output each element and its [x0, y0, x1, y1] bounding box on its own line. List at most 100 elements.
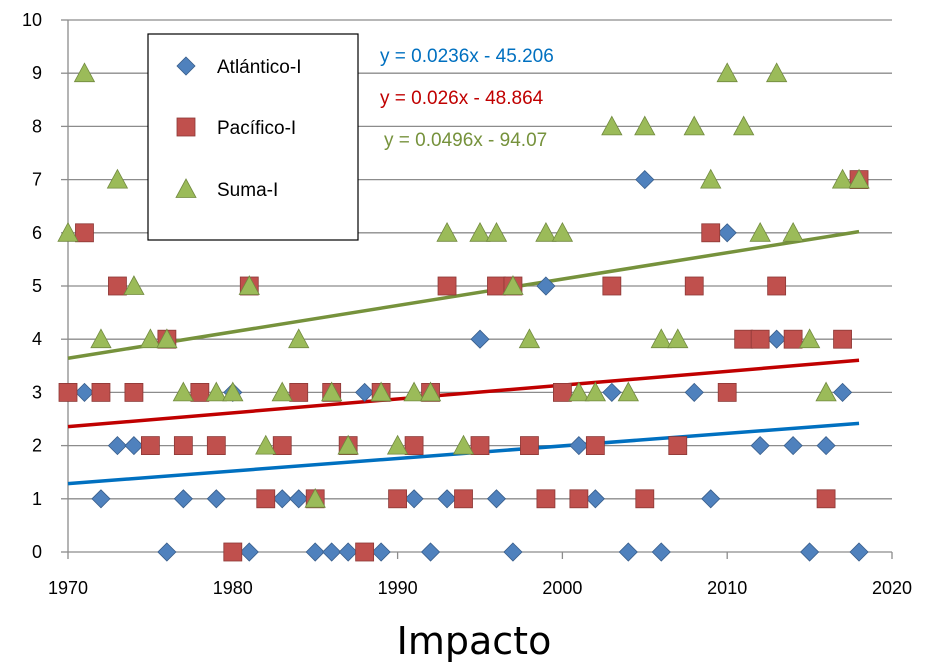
square-point-1971-6	[75, 223, 94, 243]
diamond-point-2001-2	[569, 436, 589, 456]
square-point-2007-2	[668, 436, 688, 456]
triangle-point-2017-7	[831, 168, 854, 189]
triangle-point-1981-5	[238, 275, 260, 295]
x-tick-2020: 2020	[872, 578, 912, 598]
square-point-2001-1	[569, 489, 589, 509]
diamond-point-2016-2	[816, 436, 836, 456]
legend-marker-0	[176, 56, 196, 76]
triangle-point-1985-1	[304, 487, 326, 508]
triangle-point-1987-2	[337, 434, 359, 455]
trendline-1	[67, 358, 860, 429]
triangle-point-2016-3	[815, 381, 837, 402]
series-2	[57, 62, 870, 508]
x-axis-title: Impacto	[397, 619, 552, 663]
triangle-point-2002-3	[584, 381, 607, 402]
triangle-point-2009-7	[700, 168, 722, 189]
diamond-point-1999-5	[536, 276, 556, 296]
diamond-point-1991-1	[404, 489, 424, 509]
y-tick-8: 8	[32, 116, 42, 136]
square-point-2003-5	[602, 276, 622, 296]
triangle-point-1997-5	[502, 275, 524, 295]
equation-pacifico: y = 0.026x - 48.864	[380, 88, 544, 109]
diamond-point-1979-1	[206, 489, 226, 509]
triangle-point-2004-3	[617, 381, 639, 402]
diamond-point-2013-4	[767, 329, 787, 349]
triangle-point-2011-8	[733, 115, 755, 136]
diamond-point-2018-0	[849, 542, 869, 562]
square-point-1970-3	[58, 382, 78, 402]
triangle-point-1974-5	[123, 275, 145, 295]
triangle-point-1979-3	[205, 381, 227, 402]
square-point-1991-2	[404, 436, 424, 456]
square-point-1979-2	[206, 436, 226, 456]
triangle-point-1996-6	[485, 221, 508, 242]
square-point-2000-3	[553, 382, 572, 402]
triangle-point-2008-8	[683, 115, 705, 136]
triangle-point-1983-3	[271, 381, 293, 402]
square-point-1993-5	[437, 276, 457, 296]
diamond-point-2008-3	[684, 382, 704, 402]
square-point-1980-0	[223, 542, 243, 562]
series-1	[58, 170, 869, 562]
x-tick-1980: 1980	[213, 578, 253, 598]
triangle-point-2006-4	[650, 328, 672, 349]
square-point-1994-1	[454, 489, 473, 509]
triangle-point-1976-4	[156, 328, 178, 349]
trendline-2	[67, 229, 860, 360]
diamond-point-1988-3	[355, 382, 375, 402]
equation-suma: y = 0.0496x - 94.07	[384, 130, 547, 151]
diamond-point-2003-3	[602, 382, 622, 402]
square-point-2011-4	[734, 329, 754, 349]
triangle-point-1994-2	[452, 434, 475, 455]
data-points	[57, 62, 870, 562]
diamond-point-2004-0	[618, 542, 638, 562]
triangle-point-1970-6	[57, 221, 79, 242]
legend-marker-2	[175, 178, 197, 198]
triangle-point-2014-6	[782, 221, 804, 242]
triangle-point-1991-3	[403, 381, 425, 402]
diamond-point-2009-1	[701, 489, 721, 509]
triangle-point-1999-6	[535, 221, 557, 242]
triangle-point-1973-7	[106, 168, 129, 189]
triangle-point-2018-7	[848, 168, 870, 189]
square-point-2012-4	[750, 329, 770, 349]
legend-label-1: Pacífico-I	[217, 118, 296, 139]
diamond-point-2014-2	[783, 436, 803, 456]
legend-label-2: Suma-I	[217, 180, 278, 201]
diamond-point-1981-0	[239, 542, 259, 562]
y-tick-2: 2	[32, 436, 42, 456]
y-tick-6: 6	[32, 223, 42, 243]
diamond-point-1993-1	[437, 489, 457, 509]
triangle-point-1971-9	[73, 62, 96, 83]
equation-atlantico: y = 0.0236x - 45.206	[380, 46, 554, 67]
y-tick-3: 3	[32, 382, 42, 402]
square-point-1988-0	[355, 542, 375, 562]
y-tick-4: 4	[32, 329, 42, 349]
x-tick-labels: 1970 1980 1990 2000 2010 2020	[48, 578, 912, 598]
y-tick-labels: 0 1 2 3 4 5 6 7 8 9 10	[22, 10, 42, 562]
triangle-point-1982-2	[255, 434, 277, 455]
triangle-point-2012-6	[749, 221, 771, 242]
y-tick-10: 10	[22, 10, 42, 30]
square-point-1999-1	[536, 489, 556, 509]
square-point-1974-3	[124, 382, 144, 402]
square-point-1972-3	[91, 382, 111, 402]
diamond-point-1989-0	[371, 542, 391, 562]
square-point-2017-4	[833, 329, 852, 349]
diamond-point-2012-2	[750, 436, 770, 456]
triangle-point-1975-4	[139, 328, 162, 349]
square-point-2005-1	[635, 489, 655, 509]
triangle-point-1986-3	[321, 381, 343, 402]
triangle-point-2015-4	[798, 328, 821, 349]
diamond-point-2005-7	[635, 170, 655, 190]
x-tick-2010: 2010	[707, 578, 747, 598]
series-0	[74, 170, 869, 562]
diamond-point-1992-0	[420, 542, 441, 562]
diamond-point-2002-1	[585, 489, 605, 509]
diamond-point-2010-6	[717, 223, 737, 243]
square-point-2002-2	[585, 436, 605, 456]
triangle-point-2001-3	[568, 381, 590, 402]
square-point-1998-2	[520, 436, 539, 456]
diamond-point-1996-1	[486, 489, 507, 509]
